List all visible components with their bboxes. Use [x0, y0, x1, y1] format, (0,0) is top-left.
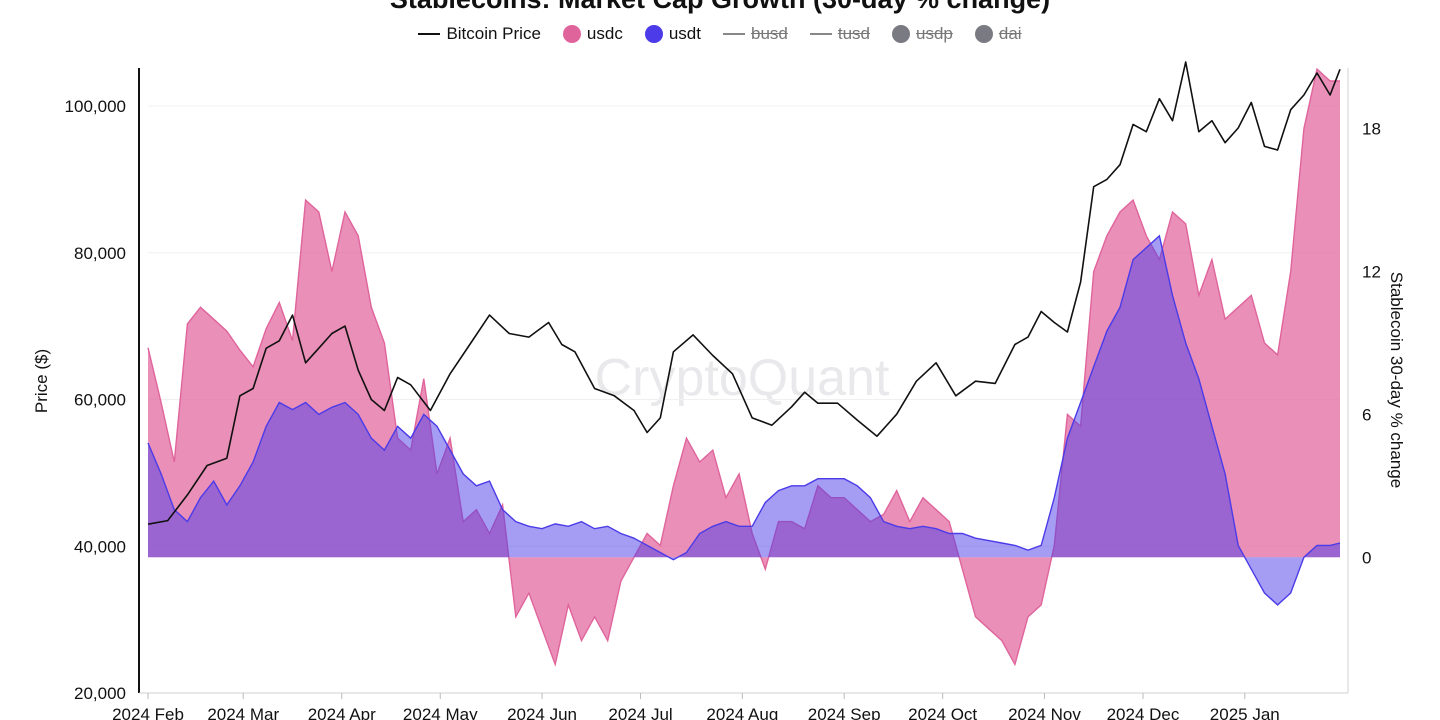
chart-legend: Bitcoin Price usdc usdt busd tusd usdp dai — [0, 24, 1440, 44]
y-left-tick-label: 100,000 — [65, 97, 126, 116]
x-tick-label: 2024 Apr — [308, 705, 376, 720]
legend-item-bitcoin-price[interactable]: Bitcoin Price — [418, 24, 541, 44]
y-right-tick-label: 18 — [1362, 120, 1381, 139]
x-tick-label: 2025 Jan — [1210, 705, 1280, 720]
series-bitcoin-price-line — [147, 61, 1341, 525]
legend-item-tusd[interactable]: tusd — [809, 24, 870, 44]
series-usdt-line — [147, 234, 1341, 606]
legend-item-dai[interactable]: dai — [974, 24, 1022, 44]
legend-label: Bitcoin Price — [446, 24, 541, 43]
x-tick-label: 2024 Feb — [112, 705, 184, 720]
y-right-tick-label: 0 — [1362, 548, 1371, 567]
y-left-tick-label: 20,000 — [74, 684, 126, 703]
y-right-tick-label: 6 — [1362, 405, 1371, 424]
legend-swatch — [722, 33, 745, 35]
legend-label: busd — [750, 24, 788, 43]
legend-item-usdc[interactable]: usdc — [562, 24, 623, 44]
series-usdc-line — [147, 67, 1340, 667]
legend-swatch — [644, 25, 663, 43]
legend-swatch — [418, 33, 441, 35]
x-tick-label: 2024 Mar — [207, 705, 279, 720]
legend-item-busd[interactable]: busd — [722, 24, 788, 44]
y-left-tick-label: 80,000 — [74, 244, 126, 263]
legend-item-usdp[interactable]: usdp — [892, 24, 953, 44]
legend-swatch — [809, 33, 832, 35]
y-left-tick-label: 40,000 — [74, 537, 126, 556]
x-tick-label: 2024 Jul — [608, 705, 672, 720]
y-right-axis-title: Stablecoin 30-day % change — [1387, 272, 1406, 488]
x-tick-label: 2024 Sep — [808, 705, 881, 720]
legend-swatch — [892, 25, 910, 43]
legend-item-usdt[interactable]: usdt — [644, 24, 701, 44]
legend-label: usdc — [586, 24, 623, 43]
watermark: CryptoQuant — [595, 349, 890, 407]
chart-title: Stablecoins: Market Cap Growth (30-day %… — [0, 0, 1440, 15]
y-left-axis-title: Price ($) — [32, 349, 51, 413]
legend-label: dai — [998, 24, 1022, 43]
x-tick-label: 2024 Aug — [706, 705, 778, 720]
x-tick-label: 2024 Nov — [1008, 705, 1081, 720]
series-usdt-area — [148, 235, 1340, 605]
x-tick-label: 2024 Oct — [908, 705, 977, 720]
legend-label: usdt — [668, 24, 701, 43]
legend-label: usdp — [916, 24, 953, 43]
y-right-tick-label: 12 — [1362, 263, 1381, 282]
legend-label: tusd — [837, 24, 870, 43]
legend-swatch — [562, 25, 581, 43]
legend-swatch — [974, 25, 993, 43]
x-tick-label: 2024 May — [403, 705, 478, 720]
y-left-tick-label: 60,000 — [74, 391, 126, 410]
x-tick-label: 2024 Dec — [1107, 705, 1180, 720]
x-tick-label: 2024 Jun — [507, 705, 577, 720]
